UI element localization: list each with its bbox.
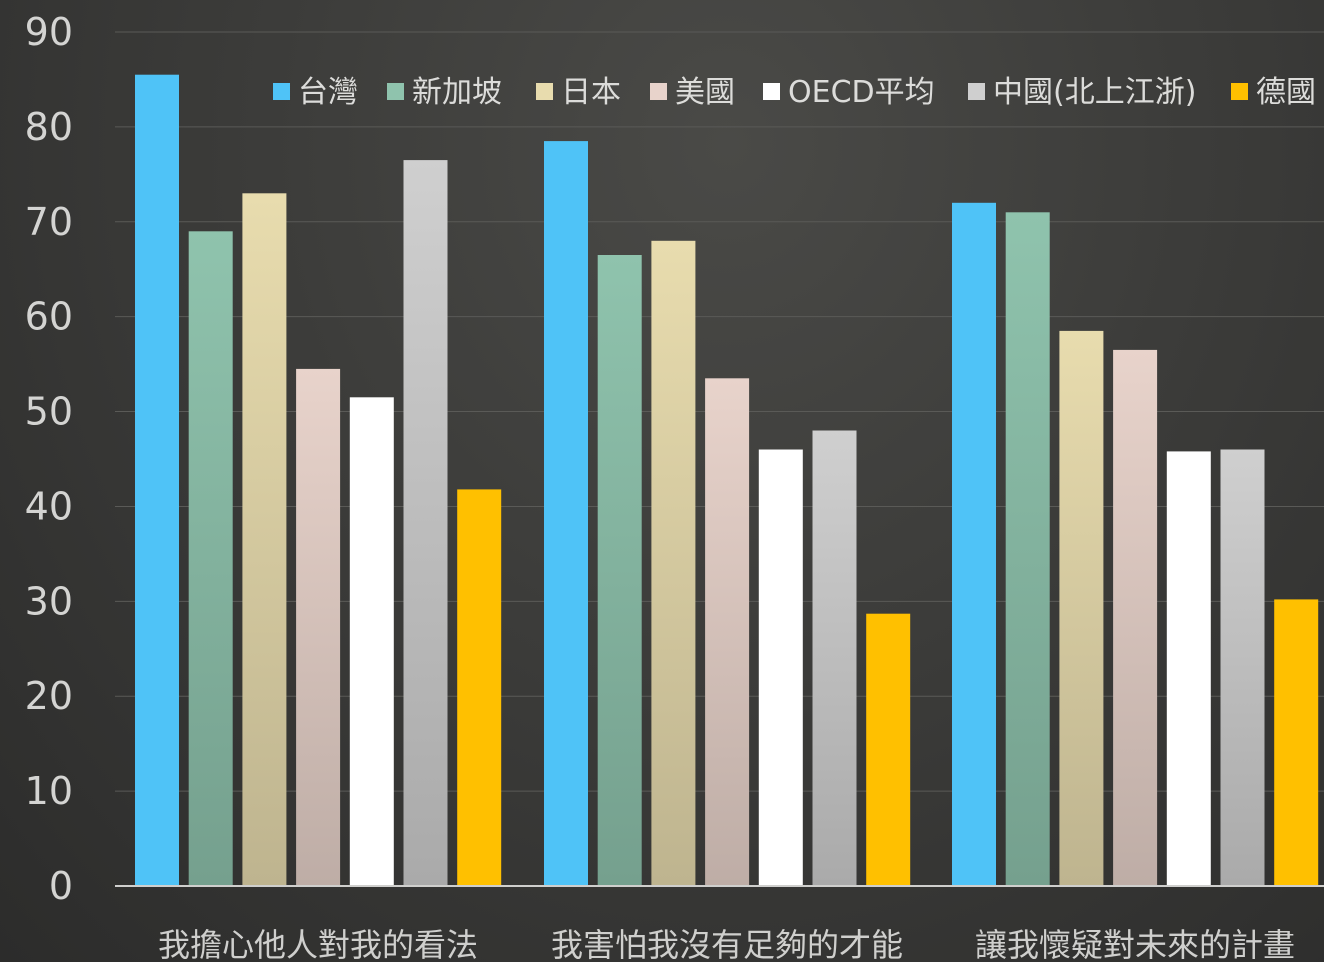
bar: [1059, 330, 1104, 886]
bar: [952, 202, 996, 887]
legend-swatch: [968, 83, 985, 100]
category-label: 我害怕我沒有足夠的才能: [551, 926, 903, 962]
legend-label: 日本: [561, 75, 621, 110]
y-tick-label: 10: [25, 769, 73, 813]
bar: [403, 160, 448, 887]
bar: [758, 449, 803, 886]
legend-label: 中國(北上江浙): [993, 75, 1196, 110]
bar: [1274, 599, 1319, 886]
legend-swatch: [273, 83, 290, 100]
legend-label: 德國: [1256, 75, 1316, 110]
bars: [135, 74, 1319, 887]
y-tick-label: 80: [25, 105, 73, 149]
bar: [705, 378, 750, 886]
bar: [296, 368, 341, 886]
bar: [135, 74, 179, 886]
bar: [651, 240, 696, 887]
y-tick-label: 50: [25, 390, 73, 434]
y-tick-label: 30: [25, 579, 73, 623]
bar: [812, 430, 857, 886]
y-axis-ticks: 0 10 20 30 40 50 60 70 80 90: [25, 10, 73, 908]
legend-swatch: [650, 83, 667, 100]
legend-swatch: [536, 83, 553, 100]
y-tick-label: 0: [49, 864, 73, 908]
category-labels: 我擔心他人對我的看法 我害怕我沒有足夠的才能 讓我懷疑對未來的計畫: [158, 926, 1295, 962]
y-tick-label: 20: [25, 674, 73, 718]
bar: [242, 193, 287, 887]
bar: [349, 397, 394, 886]
category-label: 讓我懷疑對未來的計畫: [975, 926, 1295, 962]
bar: [1005, 212, 1050, 887]
bar: [1220, 449, 1265, 886]
legend: 台灣 新加坡 日本 美國 OECD平均 中國(北上江浙) 德國: [273, 75, 1316, 110]
bar: [457, 489, 502, 886]
bar: [866, 613, 911, 886]
bar: [1113, 349, 1158, 886]
y-tick-label: 70: [25, 200, 73, 244]
bar: [597, 255, 642, 886]
y-tick-label: 60: [25, 295, 73, 339]
y-tick-label: 40: [25, 484, 73, 528]
bar: [1166, 451, 1211, 886]
legend-swatch: [387, 83, 404, 100]
legend-label: OECD平均: [788, 75, 935, 110]
legend-label: 台灣: [298, 75, 358, 110]
legend-label: 美國: [675, 75, 735, 110]
bar: [188, 231, 233, 887]
y-tick-label: 90: [25, 10, 73, 54]
legend-label: 新加坡: [412, 75, 502, 110]
bar: [544, 141, 588, 887]
legend-swatch: [763, 83, 780, 100]
category-label: 我擔心他人對我的看法: [158, 926, 478, 962]
legend-swatch: [1231, 83, 1248, 100]
